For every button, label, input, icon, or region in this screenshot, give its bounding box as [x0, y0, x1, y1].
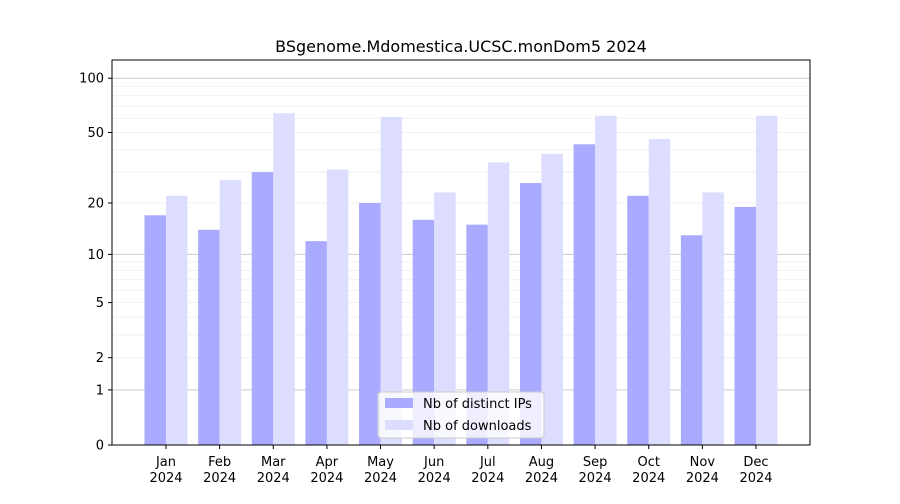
bar-downloads [434, 192, 456, 445]
bar-distinct-ips [573, 144, 596, 445]
bar-downloads [219, 180, 242, 445]
y-tick-label: 5 [96, 296, 104, 311]
x-tick-label: 2024 [418, 471, 451, 486]
legend-swatch-ips [385, 398, 413, 408]
y-tick-label: 1 [96, 383, 104, 398]
y-tick-label: 10 [87, 248, 104, 263]
x-tick-label: May [367, 455, 394, 470]
x-tick-label: 2024 [632, 471, 665, 486]
legend-label-ips: Nb of distinct IPs [423, 397, 532, 412]
x-tick-label: Mar [261, 455, 286, 470]
x-tick-label: 2024 [149, 471, 182, 486]
chart-title: BSgenome.Mdomestica.UCSC.monDom5 2024 [275, 37, 647, 56]
bar-downloads [756, 115, 778, 446]
legend: Nb of distinct IPs Nb of downloads [377, 391, 545, 439]
x-tick-label: 2024 [364, 471, 397, 486]
x-tick-label: 2024 [257, 471, 290, 486]
bar-distinct-ips [627, 195, 649, 445]
y-tick-label: 2 [96, 351, 104, 366]
x-tick-label: Dec [743, 455, 768, 470]
bar-distinct-ips [251, 172, 274, 445]
x-tick-label: 2024 [471, 471, 504, 486]
y-axis: 0 1 2 5 10 20 50 100 [79, 72, 112, 454]
bar-distinct-ips [144, 215, 166, 445]
x-tick-label: Nov [690, 455, 716, 470]
bar-downloads [595, 115, 617, 446]
x-tick-label: Jan [155, 455, 176, 470]
x-tick-label: Oct [637, 455, 659, 470]
x-axis: Jan2024Feb2024Mar2024Apr2024May2024Jun20… [149, 445, 773, 486]
bar-distinct-ips [734, 206, 756, 445]
bar-distinct-ips [466, 224, 488, 445]
x-tick-label: Sep [583, 455, 608, 470]
x-tick-label: Jul [479, 455, 496, 470]
bar-downloads [702, 192, 724, 445]
x-tick-label: Aug [529, 455, 554, 470]
plot-frame [111, 59, 811, 446]
x-tick-label: Apr [316, 455, 339, 470]
x-tick-label: 2024 [310, 471, 343, 486]
bar-distinct-ips [305, 241, 327, 445]
y-tick-label: 50 [87, 126, 104, 141]
bar-downloads [273, 113, 295, 446]
x-tick-label: 2024 [739, 471, 772, 486]
legend-swatch-downloads [385, 420, 413, 430]
x-tick-label: 2024 [203, 471, 236, 486]
legend-label-downloads: Nb of downloads [423, 419, 532, 434]
y-tick-label: 100 [79, 72, 104, 87]
bar-distinct-ips [680, 235, 703, 445]
bar-distinct-ips [519, 183, 542, 445]
bar-downloads [380, 116, 403, 446]
bar-downloads [541, 153, 563, 445]
bar-distinct-ips [359, 203, 381, 445]
bar-distinct-ips [412, 219, 435, 445]
legend-box [377, 391, 545, 439]
y-tick-label: 0 [96, 439, 104, 454]
bar-downloads [648, 139, 671, 445]
x-tick-label: Feb [208, 455, 231, 470]
x-tick-label: 2024 [525, 471, 558, 486]
x-tick-label: 2024 [686, 471, 719, 486]
bar-distinct-ips [198, 229, 220, 445]
bars [144, 113, 778, 446]
x-tick-label: Jun [423, 455, 444, 470]
bar-downloads [326, 169, 349, 445]
bar-downloads [166, 195, 188, 445]
bar-downloads [487, 162, 510, 445]
x-tick-label: 2024 [579, 471, 612, 486]
y-tick-label: 20 [87, 197, 104, 212]
